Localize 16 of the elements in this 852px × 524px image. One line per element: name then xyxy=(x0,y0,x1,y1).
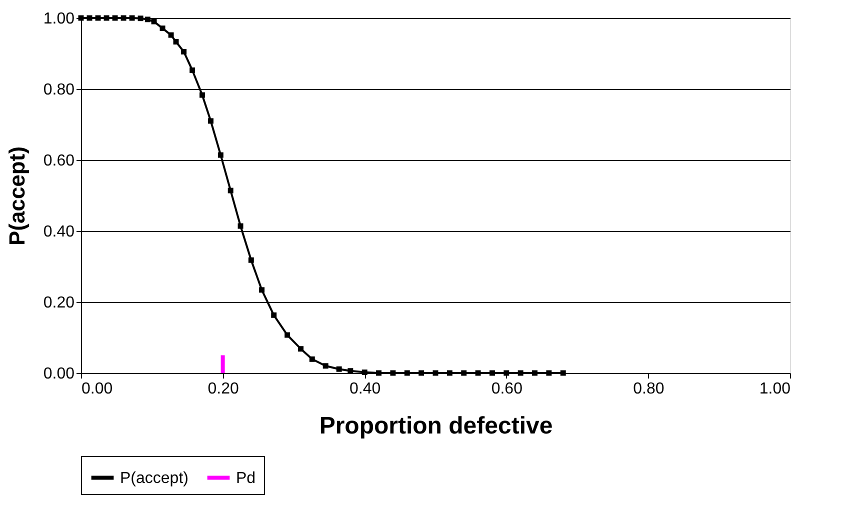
y-tick-label: 0.20 xyxy=(43,294,75,312)
y-axis-title: P(accept) xyxy=(4,146,30,246)
y-tick-label: 0.40 xyxy=(43,224,75,240)
x-tick-label: 0.60 xyxy=(491,380,523,398)
legend-label: P(accept) xyxy=(120,470,188,487)
x-tick-label: 0.00 xyxy=(82,380,113,398)
y-tick-label: 0.80 xyxy=(43,82,75,98)
x-tick-label: 0.80 xyxy=(633,380,664,398)
x-tick-label: 1.00 xyxy=(759,380,791,398)
x-axis-title: Proportion defective xyxy=(319,412,553,440)
x-tick-label: 0.40 xyxy=(350,380,381,398)
y-tick-label: 1.00 xyxy=(43,10,75,28)
x-tick-label: 0.20 xyxy=(208,380,239,398)
legend-label: Pd xyxy=(236,470,256,487)
y-tick-label: 0.60 xyxy=(43,152,75,170)
y-tick-label: 0.00 xyxy=(43,366,75,382)
